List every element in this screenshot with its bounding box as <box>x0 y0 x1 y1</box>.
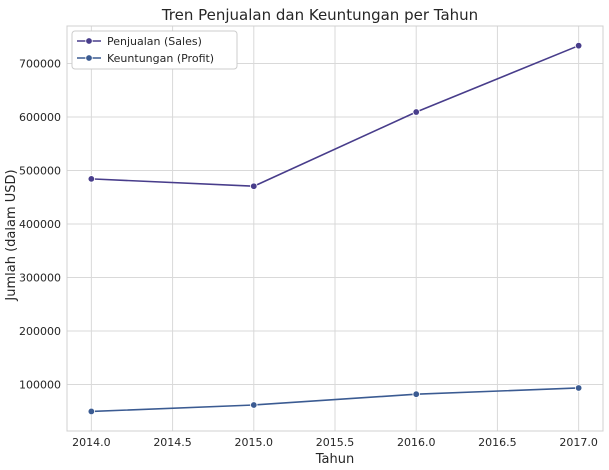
legend-profit-marker <box>85 54 93 62</box>
sales-series-line <box>91 44 579 188</box>
x-axis-ticks: 2014.0 2014.5 2015.0 2015.5 2016.0 2016.5 2017… <box>72 436 598 449</box>
x-tick-label: 2017.0 <box>559 436 598 449</box>
x-tick-label: 2014.5 <box>153 436 192 449</box>
x-tick-label: 2016.5 <box>478 436 517 449</box>
x-tick-label: 2014.0 <box>72 436 111 449</box>
y-tick-label: 400000 <box>19 218 61 231</box>
chart-title: Tren Penjualan dan Keuntungan per Tahun <box>161 6 478 24</box>
legend-sales-marker <box>85 37 93 45</box>
x-tick-label: 2015.5 <box>316 436 355 449</box>
legend-box <box>71 30 238 70</box>
y-axis-ticks: 100000 200000 300000 400000 500000 600000 7000… <box>19 57 61 391</box>
y-tick-label: 300000 <box>19 271 61 284</box>
gridlines <box>67 26 603 431</box>
profit-data-point <box>412 390 420 398</box>
series-layer <box>87 41 583 416</box>
legend-profit-label: Keuntungan (Profit) <box>107 52 214 65</box>
legend-sales-label: Penjualan (Sales) <box>107 35 202 48</box>
y-tick-label: 500000 <box>19 164 61 177</box>
y-tick-label: 700000 <box>19 57 61 70</box>
plot-frame <box>66 25 604 432</box>
x-tick-label: 2015.0 <box>235 436 274 449</box>
profit-data-point <box>250 401 258 409</box>
sales-data-point <box>412 108 420 116</box>
profit-data-point <box>574 384 583 392</box>
y-tick-label: 100000 <box>19 378 61 391</box>
profit-series-line <box>91 387 579 413</box>
y-axis-title: Jumlah (dalam USD) <box>4 169 19 301</box>
sales-data-point <box>250 182 258 190</box>
x-tick-label: 2016.0 <box>397 436 436 449</box>
y-tick-label: 600000 <box>19 111 61 124</box>
sales-data-point <box>87 175 96 183</box>
legend: Penjualan (Sales) Keuntungan (Profit) <box>71 30 238 70</box>
profit-data-point <box>87 407 96 416</box>
sales-data-point <box>574 41 583 50</box>
y-tick-label: 200000 <box>19 325 61 338</box>
x-axis-title: Tahun <box>315 452 354 467</box>
